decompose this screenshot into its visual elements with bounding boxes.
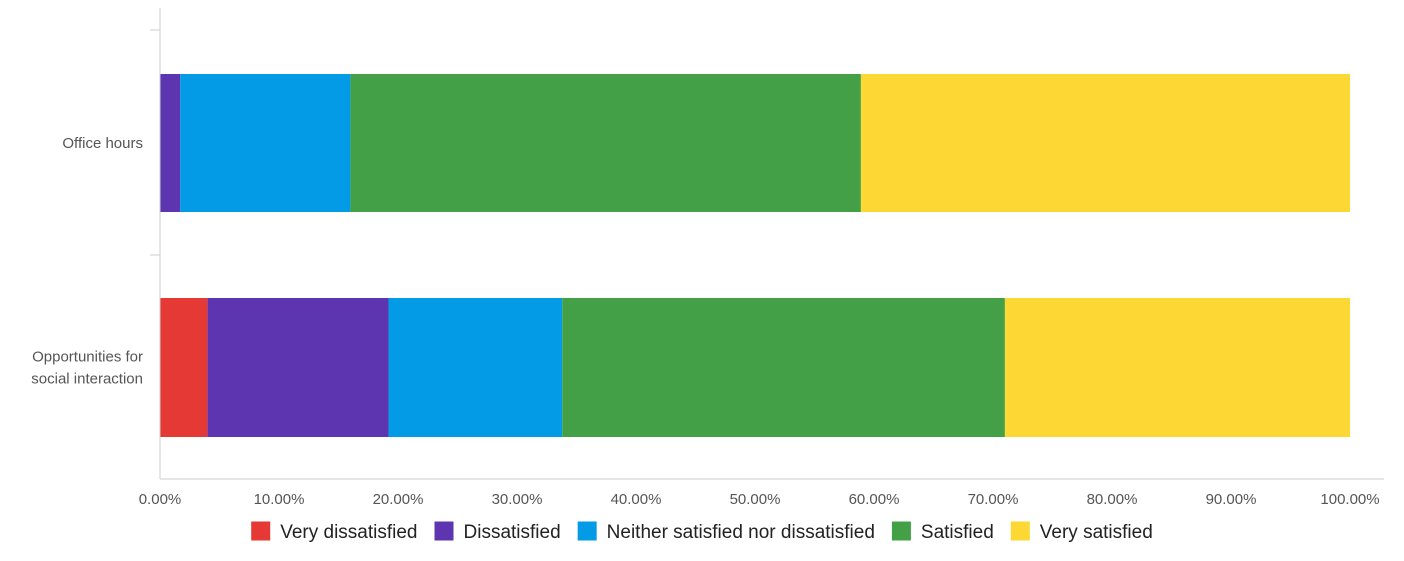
bar-segment-1-4 bbox=[1004, 298, 1350, 437]
legend-swatch-1 bbox=[434, 521, 454, 541]
x-tick-label: 70.00% bbox=[968, 491, 1019, 508]
legend-swatch-3 bbox=[891, 521, 911, 541]
legend-swatch-0 bbox=[251, 521, 271, 541]
legend-swatch-4 bbox=[1010, 521, 1030, 541]
legend-label: Very satisfied bbox=[1040, 522, 1153, 543]
bars-layer bbox=[160, 74, 1350, 437]
x-tick-label: 0.00% bbox=[139, 491, 182, 508]
x-tick-label: 50.00% bbox=[730, 491, 781, 508]
legend-swatch-2 bbox=[577, 521, 597, 541]
bar-segment-0-3 bbox=[350, 74, 861, 212]
x-tick-label: 90.00% bbox=[1206, 491, 1257, 508]
legend-label: Neither satisfied nor dissatisfied bbox=[607, 522, 875, 543]
x-tick-label: 40.00% bbox=[611, 491, 662, 508]
x-tick-label: 60.00% bbox=[849, 491, 900, 508]
bar-segment-1-3 bbox=[562, 298, 1005, 437]
bar-segment-0-2 bbox=[180, 74, 351, 212]
x-tick-label: 10.00% bbox=[254, 491, 305, 508]
legend-label: Satisfied bbox=[921, 522, 994, 543]
category-label: Opportunities for bbox=[32, 349, 143, 366]
bar-segment-0-4 bbox=[860, 74, 1350, 212]
x-tick-labels: 0.00% 10.00% 20.00% 30.00% 40.00% 50.00% 60.00… bbox=[139, 491, 1380, 508]
bar-segment-0-1 bbox=[160, 74, 181, 212]
legend: Very dissatisfied Dissatisfied Neither sat… bbox=[251, 521, 1153, 543]
x-tick-label: 80.00% bbox=[1087, 491, 1138, 508]
axes-layer bbox=[150, 8, 1384, 480]
legend-label: Dissatisfied bbox=[464, 522, 561, 543]
x-tick-label: 100.00% bbox=[1320, 491, 1379, 508]
category-label: social interaction bbox=[31, 371, 143, 388]
category-label: Office hours bbox=[62, 135, 143, 152]
x-tick-label: 30.00% bbox=[492, 491, 543, 508]
category-labels: Office hours Opportunities for social inte… bbox=[31, 135, 143, 388]
bar-segment-1-0 bbox=[160, 298, 208, 437]
legend-label: Very dissatisfied bbox=[280, 522, 417, 543]
bar-segment-1-2 bbox=[388, 298, 563, 437]
x-tick-label: 20.00% bbox=[373, 491, 424, 508]
bar-segment-1-1 bbox=[207, 298, 389, 437]
